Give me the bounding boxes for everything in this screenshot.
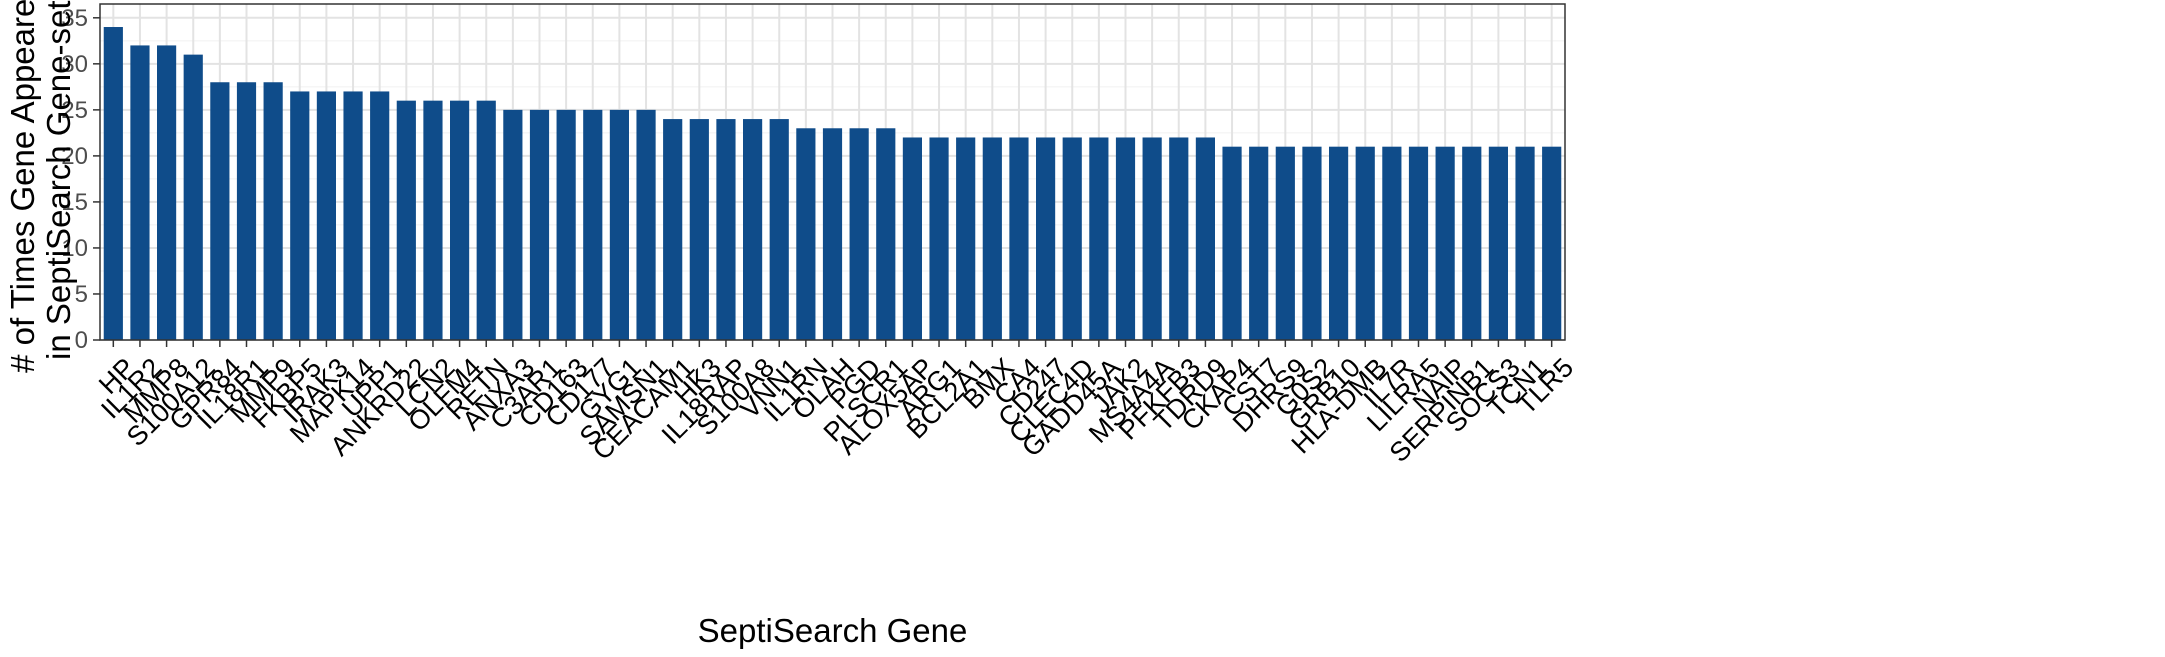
bar-dhrs9 [1275, 146, 1295, 340]
bar-mapk14 [343, 91, 363, 340]
y-tick-label: 0 [75, 327, 88, 354]
bar-samsn1 [636, 109, 656, 341]
bar-il7r [1382, 146, 1402, 340]
bar-lilra5 [1408, 146, 1429, 340]
y-tick-label: 25 [61, 97, 88, 124]
bar-cd177 [583, 109, 603, 341]
bar-gyg1 [609, 109, 629, 341]
bar-hp [103, 27, 123, 340]
bar-c3ar1 [529, 109, 550, 341]
bar-grb10 [1329, 146, 1349, 340]
y-tick-label: 20 [61, 143, 88, 170]
y-tick-label: 10 [61, 235, 88, 262]
bar-cst7 [1249, 146, 1269, 340]
y-axis-title-line-1: # of Times Gene Appeared [4, 0, 41, 373]
bar-ms4a4a [1142, 137, 1162, 340]
y-axis-title: # of Times Gene Appeared in SeptiSearch … [4, 0, 77, 373]
bar-gadd45a [1089, 137, 1109, 340]
y-tick-label: 15 [61, 189, 88, 216]
bar-bcl2a1 [956, 137, 976, 340]
bar-fkbp5 [290, 91, 310, 340]
bar-ceacam1 [663, 119, 683, 340]
x-axis-title: SeptiSearch Gene [698, 612, 968, 649]
bars [103, 27, 1562, 341]
bar-gpr84 [210, 82, 230, 340]
bar-il18rap [716, 119, 736, 340]
bar-alox5ap [902, 137, 922, 340]
bar-mmp8 [157, 45, 177, 341]
y-tick-label: 35 [61, 5, 88, 32]
bar-cd247 [1036, 137, 1056, 340]
bar-ckap4 [1222, 146, 1242, 340]
bar-s100a8 [743, 119, 763, 340]
y-tick-label: 30 [61, 51, 88, 78]
bar-retn [476, 100, 496, 340]
y-tick-label: 5 [75, 281, 88, 308]
bar-il18r1 [236, 82, 257, 340]
bar-tlr5 [1542, 146, 1562, 340]
bar-mmp9 [263, 82, 283, 340]
bar-hla-dmb [1355, 146, 1375, 340]
axes: 05101520253035HPIL1R2MMP8S100A12GPR84IL1… [61, 5, 1579, 468]
y-axis-title-line-2: in SeptiSearch Gene-sets [40, 0, 77, 360]
bar-hk3 [689, 119, 709, 340]
bar-tdrd9 [1195, 137, 1215, 340]
bar-vnn1 [769, 119, 789, 340]
bar-clec4d [1062, 137, 1082, 340]
bar-il1rn [796, 128, 816, 340]
bar-cd163 [556, 109, 576, 341]
bar-olfm4 [450, 100, 470, 340]
bar-s100a12 [183, 54, 203, 341]
bar-jak2 [1115, 137, 1136, 340]
bar-olah [822, 128, 843, 340]
bar-ca4 [1009, 137, 1029, 340]
bar-upp1 [370, 91, 390, 340]
bar-g0s2 [1302, 146, 1322, 340]
bar-ankrd22 [396, 100, 416, 340]
bar-il1r2 [130, 45, 150, 341]
bar-plscr1 [876, 128, 896, 340]
bar-lcn2 [423, 100, 443, 340]
bar-pfkfb3 [1169, 137, 1189, 340]
bar-socs3 [1488, 146, 1508, 340]
bar-anxa3 [503, 109, 523, 341]
bar-naip [1435, 146, 1455, 340]
bar-serpinb1 [1462, 146, 1482, 340]
bar-arg1 [929, 137, 949, 340]
bar-tcn1 [1515, 146, 1535, 340]
bar-irak3 [316, 91, 336, 340]
bar-pgd [849, 128, 869, 340]
bar-bmx [982, 137, 1002, 340]
